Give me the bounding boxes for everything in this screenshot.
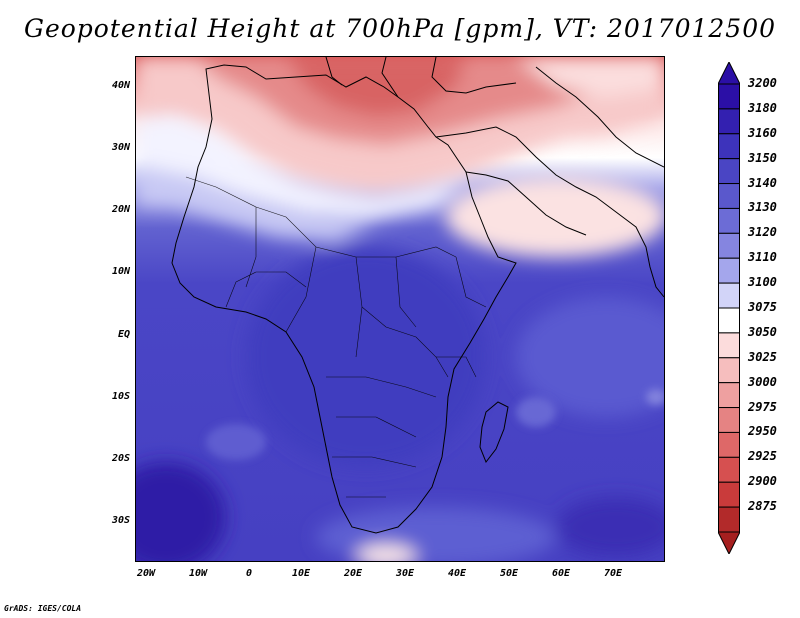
lon-tick: 60E <box>551 568 571 579</box>
lon-tick: 40E <box>447 568 467 579</box>
lat-tick: 30S <box>111 515 130 526</box>
colorbar-label: 3140 <box>748 175 777 190</box>
colorbar-box <box>718 232 740 259</box>
colorbar-label: 2950 <box>748 424 777 439</box>
lat-tick: 40N <box>111 80 130 91</box>
colorbar-label: 3025 <box>748 349 777 364</box>
colorbar-box <box>718 257 740 284</box>
colorbar-box <box>718 83 740 110</box>
colorbar-box <box>718 382 740 409</box>
colorbar-label: 3050 <box>748 324 777 339</box>
lon-tick: 50E <box>499 568 519 579</box>
lon-tick: 10W <box>188 568 208 579</box>
coastlines <box>171 57 664 534</box>
geopotential-field <box>136 57 664 561</box>
lon-tick: 30E <box>395 568 415 579</box>
map-panel <box>135 56 665 562</box>
lat-tick: 10N <box>111 266 130 277</box>
lon-tick: 20W <box>136 568 156 579</box>
grads-credit: GrADS: IGES/COLA <box>4 604 82 613</box>
colorbar-label: 3110 <box>748 250 777 265</box>
colorbar-box <box>718 481 740 508</box>
colorbar-label: 3100 <box>748 275 777 290</box>
colorbar-box <box>718 207 740 234</box>
colorbar-box <box>718 332 740 359</box>
colorbar-label: 2975 <box>748 399 777 414</box>
colorbar-label: 3160 <box>748 125 777 140</box>
colorbar-box <box>718 158 740 185</box>
colorbar <box>718 62 740 554</box>
lat-tick: EQ <box>117 329 130 340</box>
colorbar-label: 2875 <box>748 499 777 514</box>
colorbar-label: 3150 <box>748 150 777 165</box>
colorbar-label: 3180 <box>748 100 777 115</box>
colorbar-label: 3200 <box>748 76 777 90</box>
lat-tick: 20N <box>111 204 130 215</box>
colorbar-box <box>718 506 740 533</box>
lon-tick: 20E <box>343 568 363 579</box>
colorbar-box <box>718 357 740 384</box>
lat-tick: 10S <box>111 391 130 402</box>
colorbar-box <box>718 307 740 334</box>
colorbar-box <box>718 108 740 135</box>
colorbar-box <box>718 407 740 433</box>
colorbar-box <box>718 431 740 458</box>
colorbar-box <box>718 282 740 309</box>
colorbar-box <box>718 133 740 160</box>
colorbar-label: 3000 <box>748 374 777 389</box>
colorbar-label: 3120 <box>748 225 777 240</box>
lon-tick: 0 <box>245 568 253 579</box>
lon-tick: 10E <box>291 568 311 579</box>
colorbar-label: 3130 <box>748 200 777 215</box>
colorbar-label: 2900 <box>748 474 777 489</box>
lat-tick: 30N <box>111 142 130 153</box>
colorbar-label: 3075 <box>748 300 777 314</box>
colorbar-box <box>718 456 740 483</box>
map-title: Geopotential Height at 700hPa [gpm], VT:… <box>23 14 777 43</box>
lon-tick: 70E <box>603 568 623 579</box>
lat-tick: 20S <box>111 453 130 464</box>
colorbar-bottom-arrow <box>718 531 740 554</box>
colorbar-top-arrow <box>718 62 740 85</box>
colorbar-box <box>718 183 740 209</box>
country-borders <box>185 176 487 498</box>
colorbar-label: 2925 <box>748 449 777 464</box>
